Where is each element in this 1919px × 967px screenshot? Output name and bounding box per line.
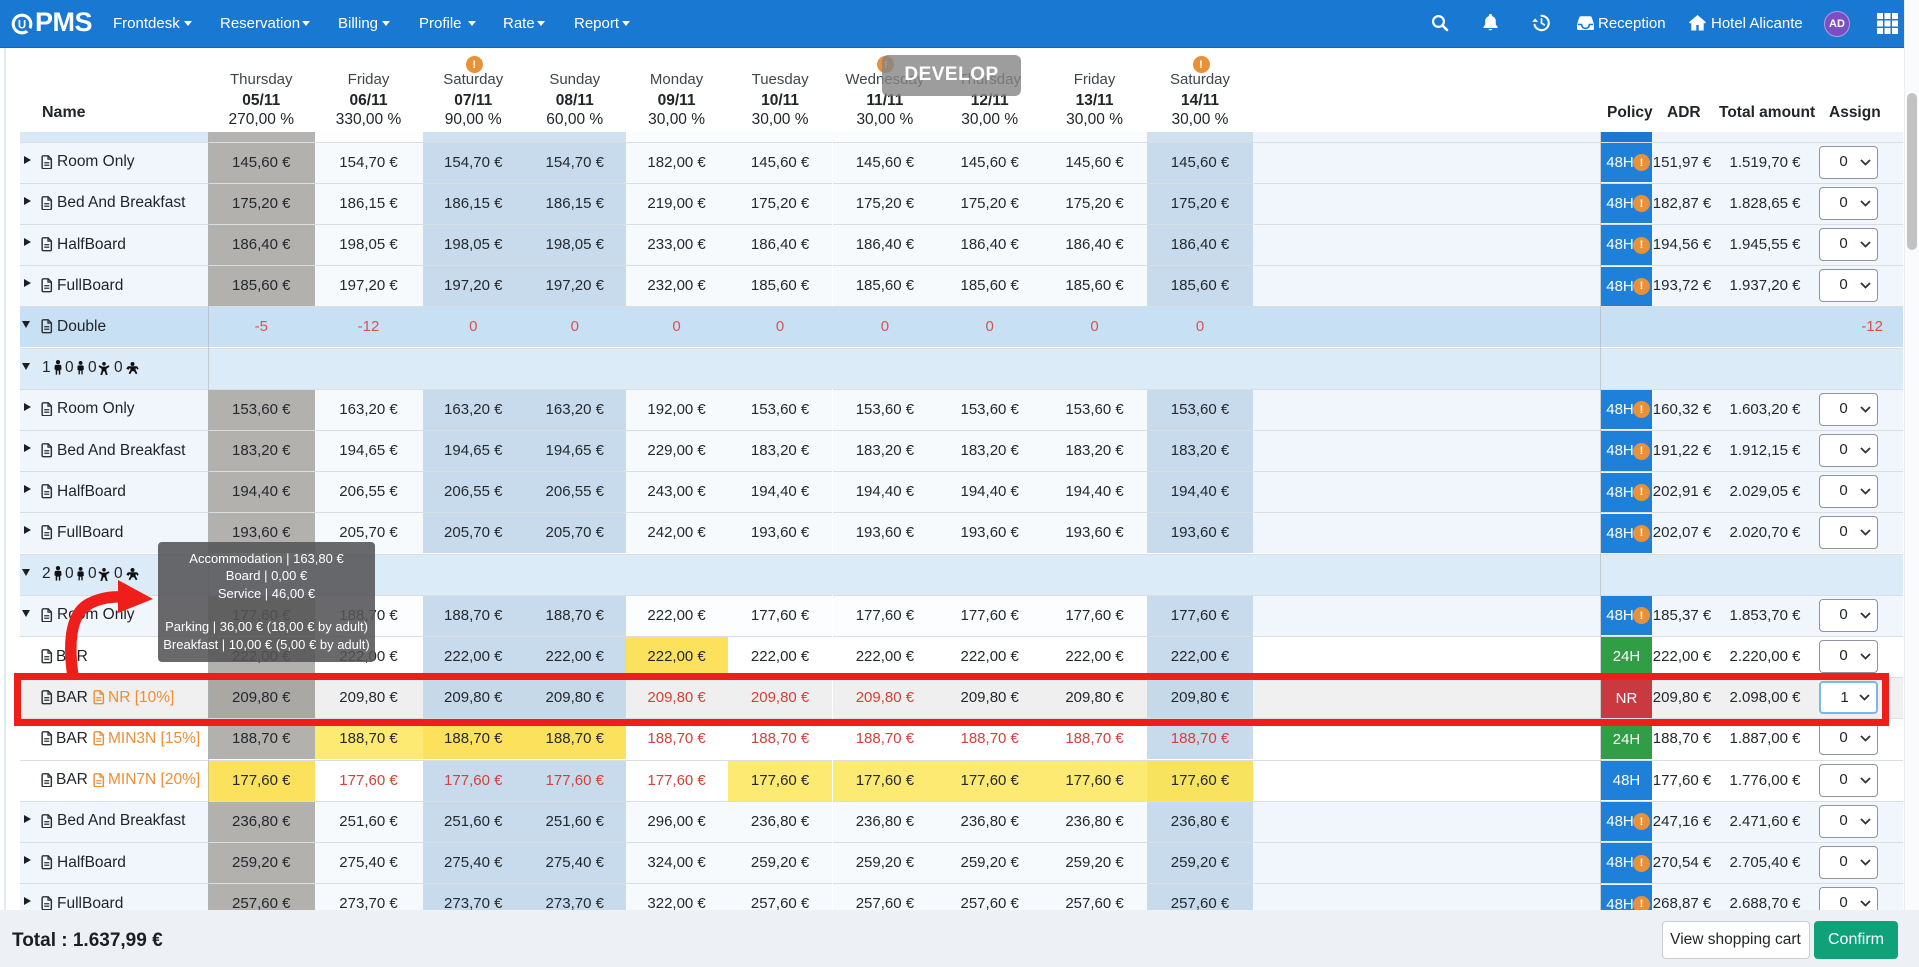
svg-text:U: U bbox=[18, 19, 26, 31]
